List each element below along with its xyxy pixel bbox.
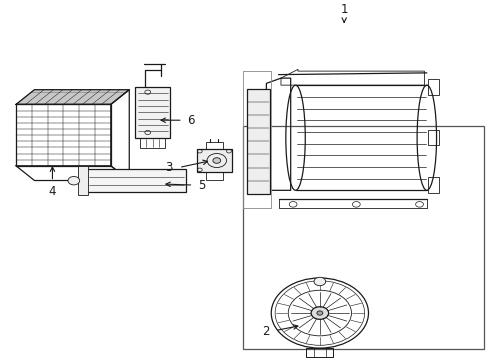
Bar <box>197 149 231 172</box>
Text: 4: 4 <box>49 185 56 198</box>
Circle shape <box>316 311 322 315</box>
Bar <box>78 166 88 195</box>
Bar <box>205 172 223 180</box>
Text: 2: 2 <box>261 325 269 338</box>
Bar <box>243 126 483 349</box>
Bar <box>427 79 438 95</box>
Bar <box>246 89 270 194</box>
Circle shape <box>212 158 220 163</box>
Text: 6: 6 <box>187 114 195 127</box>
Text: 5: 5 <box>198 179 205 192</box>
Text: 3: 3 <box>165 161 172 174</box>
Text: 1: 1 <box>340 3 347 16</box>
Bar <box>427 130 438 145</box>
Bar <box>140 138 165 148</box>
Bar <box>135 87 170 138</box>
Bar <box>16 104 111 166</box>
Bar <box>86 169 186 192</box>
Bar <box>205 142 223 149</box>
Bar <box>305 348 333 357</box>
Circle shape <box>68 176 80 185</box>
Circle shape <box>310 307 328 319</box>
Bar <box>427 177 438 193</box>
Circle shape <box>313 277 325 286</box>
